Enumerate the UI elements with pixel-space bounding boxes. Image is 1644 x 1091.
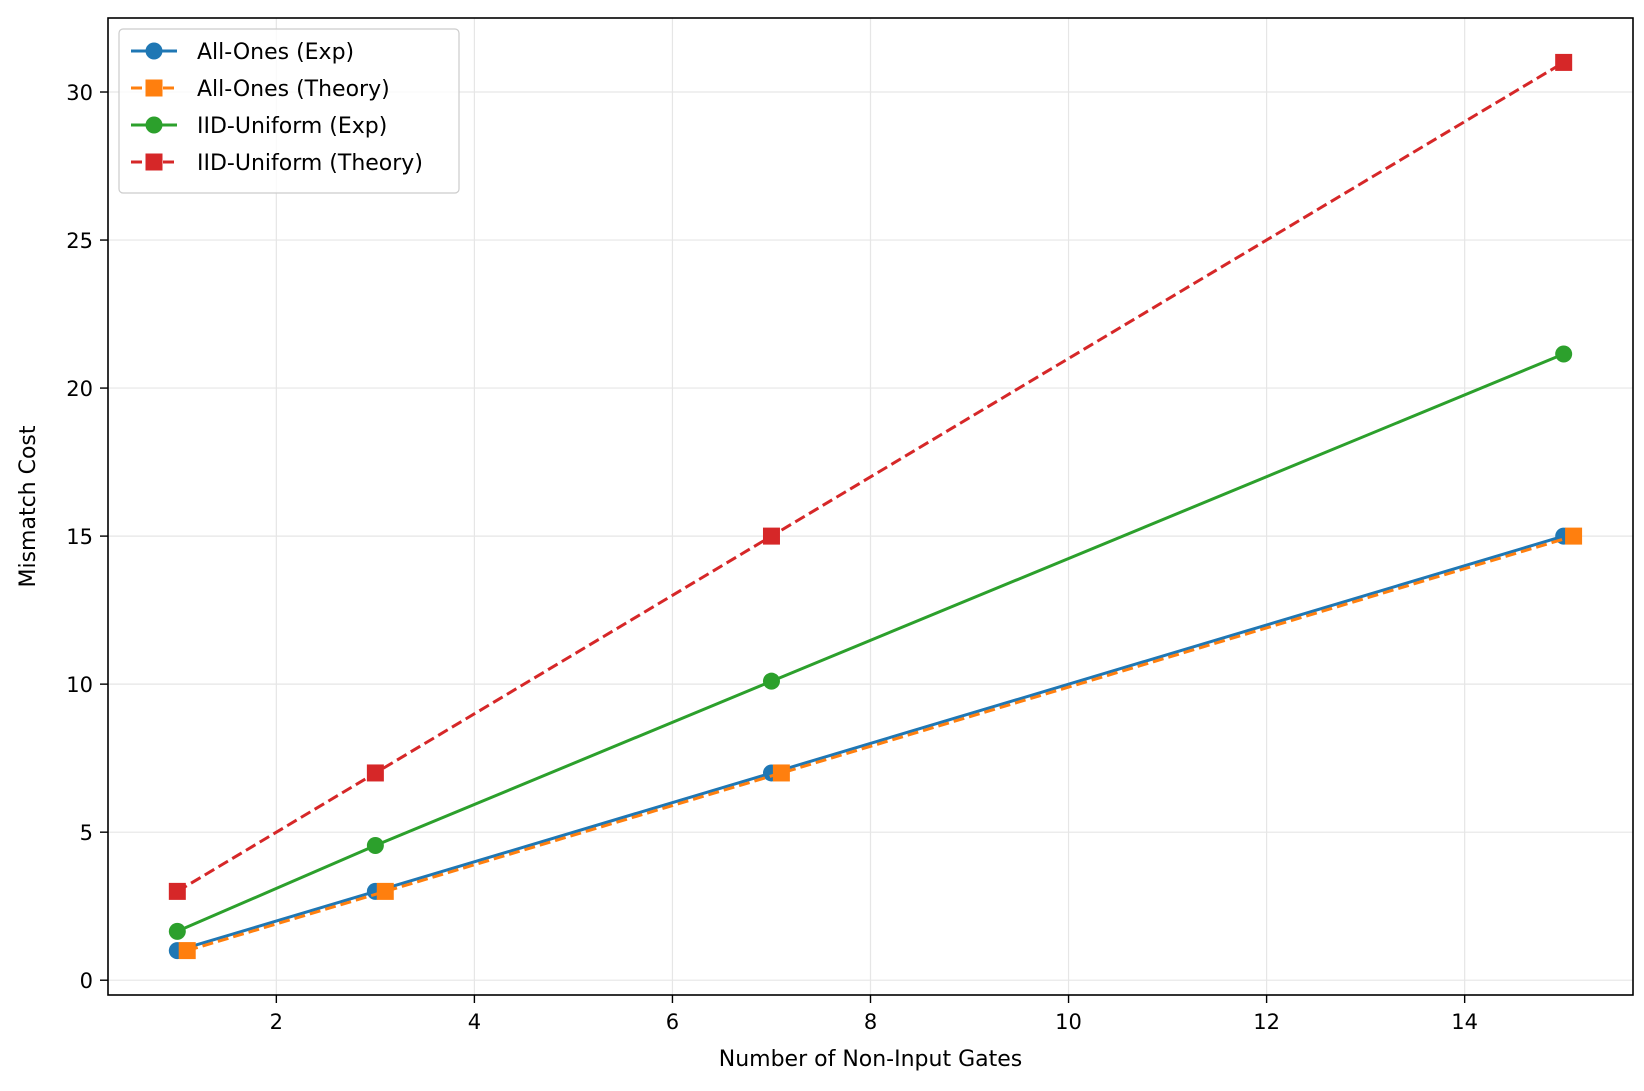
series-1: [178, 527, 1583, 960]
data-point: [1555, 345, 1573, 363]
y-tick-label: 25: [66, 229, 93, 253]
data-point: [168, 882, 186, 900]
grid: [108, 18, 1633, 995]
legend-item: IID-Uniform (Theory): [131, 151, 423, 176]
axis-ticks: 2 4 6 8 10 12 14 0 5 10 15 20 25 30: [66, 81, 1478, 1034]
y-tick-label: 20: [66, 377, 93, 401]
x-tick-label: 14: [1451, 1010, 1478, 1034]
x-tick-label: 6: [666, 1010, 679, 1034]
data-point: [772, 764, 790, 782]
legend-item: IID-Uniform (Exp): [131, 114, 387, 139]
x-tick-label: 2: [270, 1010, 283, 1034]
series-2: [168, 345, 1573, 940]
legend-marker: [145, 116, 163, 134]
legend-label: All-Ones (Exp): [197, 40, 354, 65]
data-point: [762, 527, 780, 545]
data-point: [366, 764, 384, 782]
legend-item: All-Ones (Theory): [131, 77, 390, 102]
legend-marker: [145, 42, 163, 60]
series-line: [176, 61, 1565, 893]
legend-box: [118, 28, 460, 194]
legend: All-Ones (Exp) All-Ones (Theory) IID-Unifo…: [118, 28, 460, 194]
legend-marker: [145, 153, 163, 171]
x-tick-label: 4: [468, 1010, 481, 1034]
data-point: [376, 882, 394, 900]
legend-label: IID-Uniform (Exp): [197, 114, 387, 139]
x-tick-label: 12: [1253, 1010, 1280, 1034]
data-point: [1555, 53, 1573, 71]
data-point: [366, 836, 384, 854]
series-line: [186, 534, 1575, 953]
y-tick-label: 5: [80, 821, 93, 845]
x-tick-label: 10: [1055, 1010, 1082, 1034]
y-axis-label: Mismatch Cost: [16, 425, 41, 587]
data-point: [762, 672, 780, 690]
legend-label: IID-Uniform (Theory): [197, 151, 423, 176]
x-axis-label: Number of Non-Input Gates: [719, 1047, 1022, 1072]
legend-label: All-Ones (Theory): [197, 77, 390, 102]
x-tick-label: 8: [864, 1010, 877, 1034]
y-tick-label: 30: [66, 81, 93, 105]
data-point: [178, 942, 196, 960]
series-line: [176, 352, 1565, 933]
series-line: [176, 534, 1565, 953]
series-layer: [168, 53, 1583, 960]
legend-item: All-Ones (Exp): [131, 40, 354, 65]
legend-marker: [145, 79, 163, 97]
data-point: [168, 922, 186, 940]
y-tick-label: 10: [66, 673, 93, 697]
y-tick-label: 0: [80, 969, 93, 993]
series-3: [168, 53, 1573, 900]
y-tick-label: 15: [66, 525, 93, 549]
data-point: [1565, 527, 1583, 545]
